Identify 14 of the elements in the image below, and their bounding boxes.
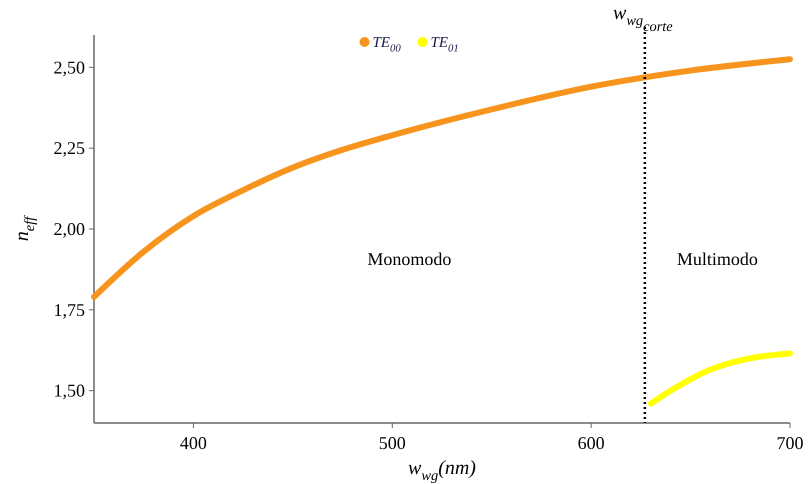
annotation: Monomodo: [367, 249, 452, 269]
y-tick-label: 2,50: [54, 57, 85, 78]
x-tick-label: 500: [378, 433, 406, 453]
legend-label: TE$_{01}$: [430, 35, 459, 54]
x-tick-label: 700: [776, 433, 804, 453]
y-tick-label: 1,50: [54, 380, 85, 401]
x-tick-label: 400: [180, 433, 207, 453]
x-tick-label: 600: [578, 433, 605, 453]
y-tick-label: 2,00: [54, 219, 85, 239]
x-axis-title: w$_{wg}$(nm): [408, 457, 476, 484]
legend-label: TE$_{00}$: [372, 35, 402, 54]
y-tick-label: 2,25: [54, 138, 85, 158]
annotation: Multimodo: [676, 249, 758, 269]
y-tick-label: 1,75: [54, 300, 85, 320]
